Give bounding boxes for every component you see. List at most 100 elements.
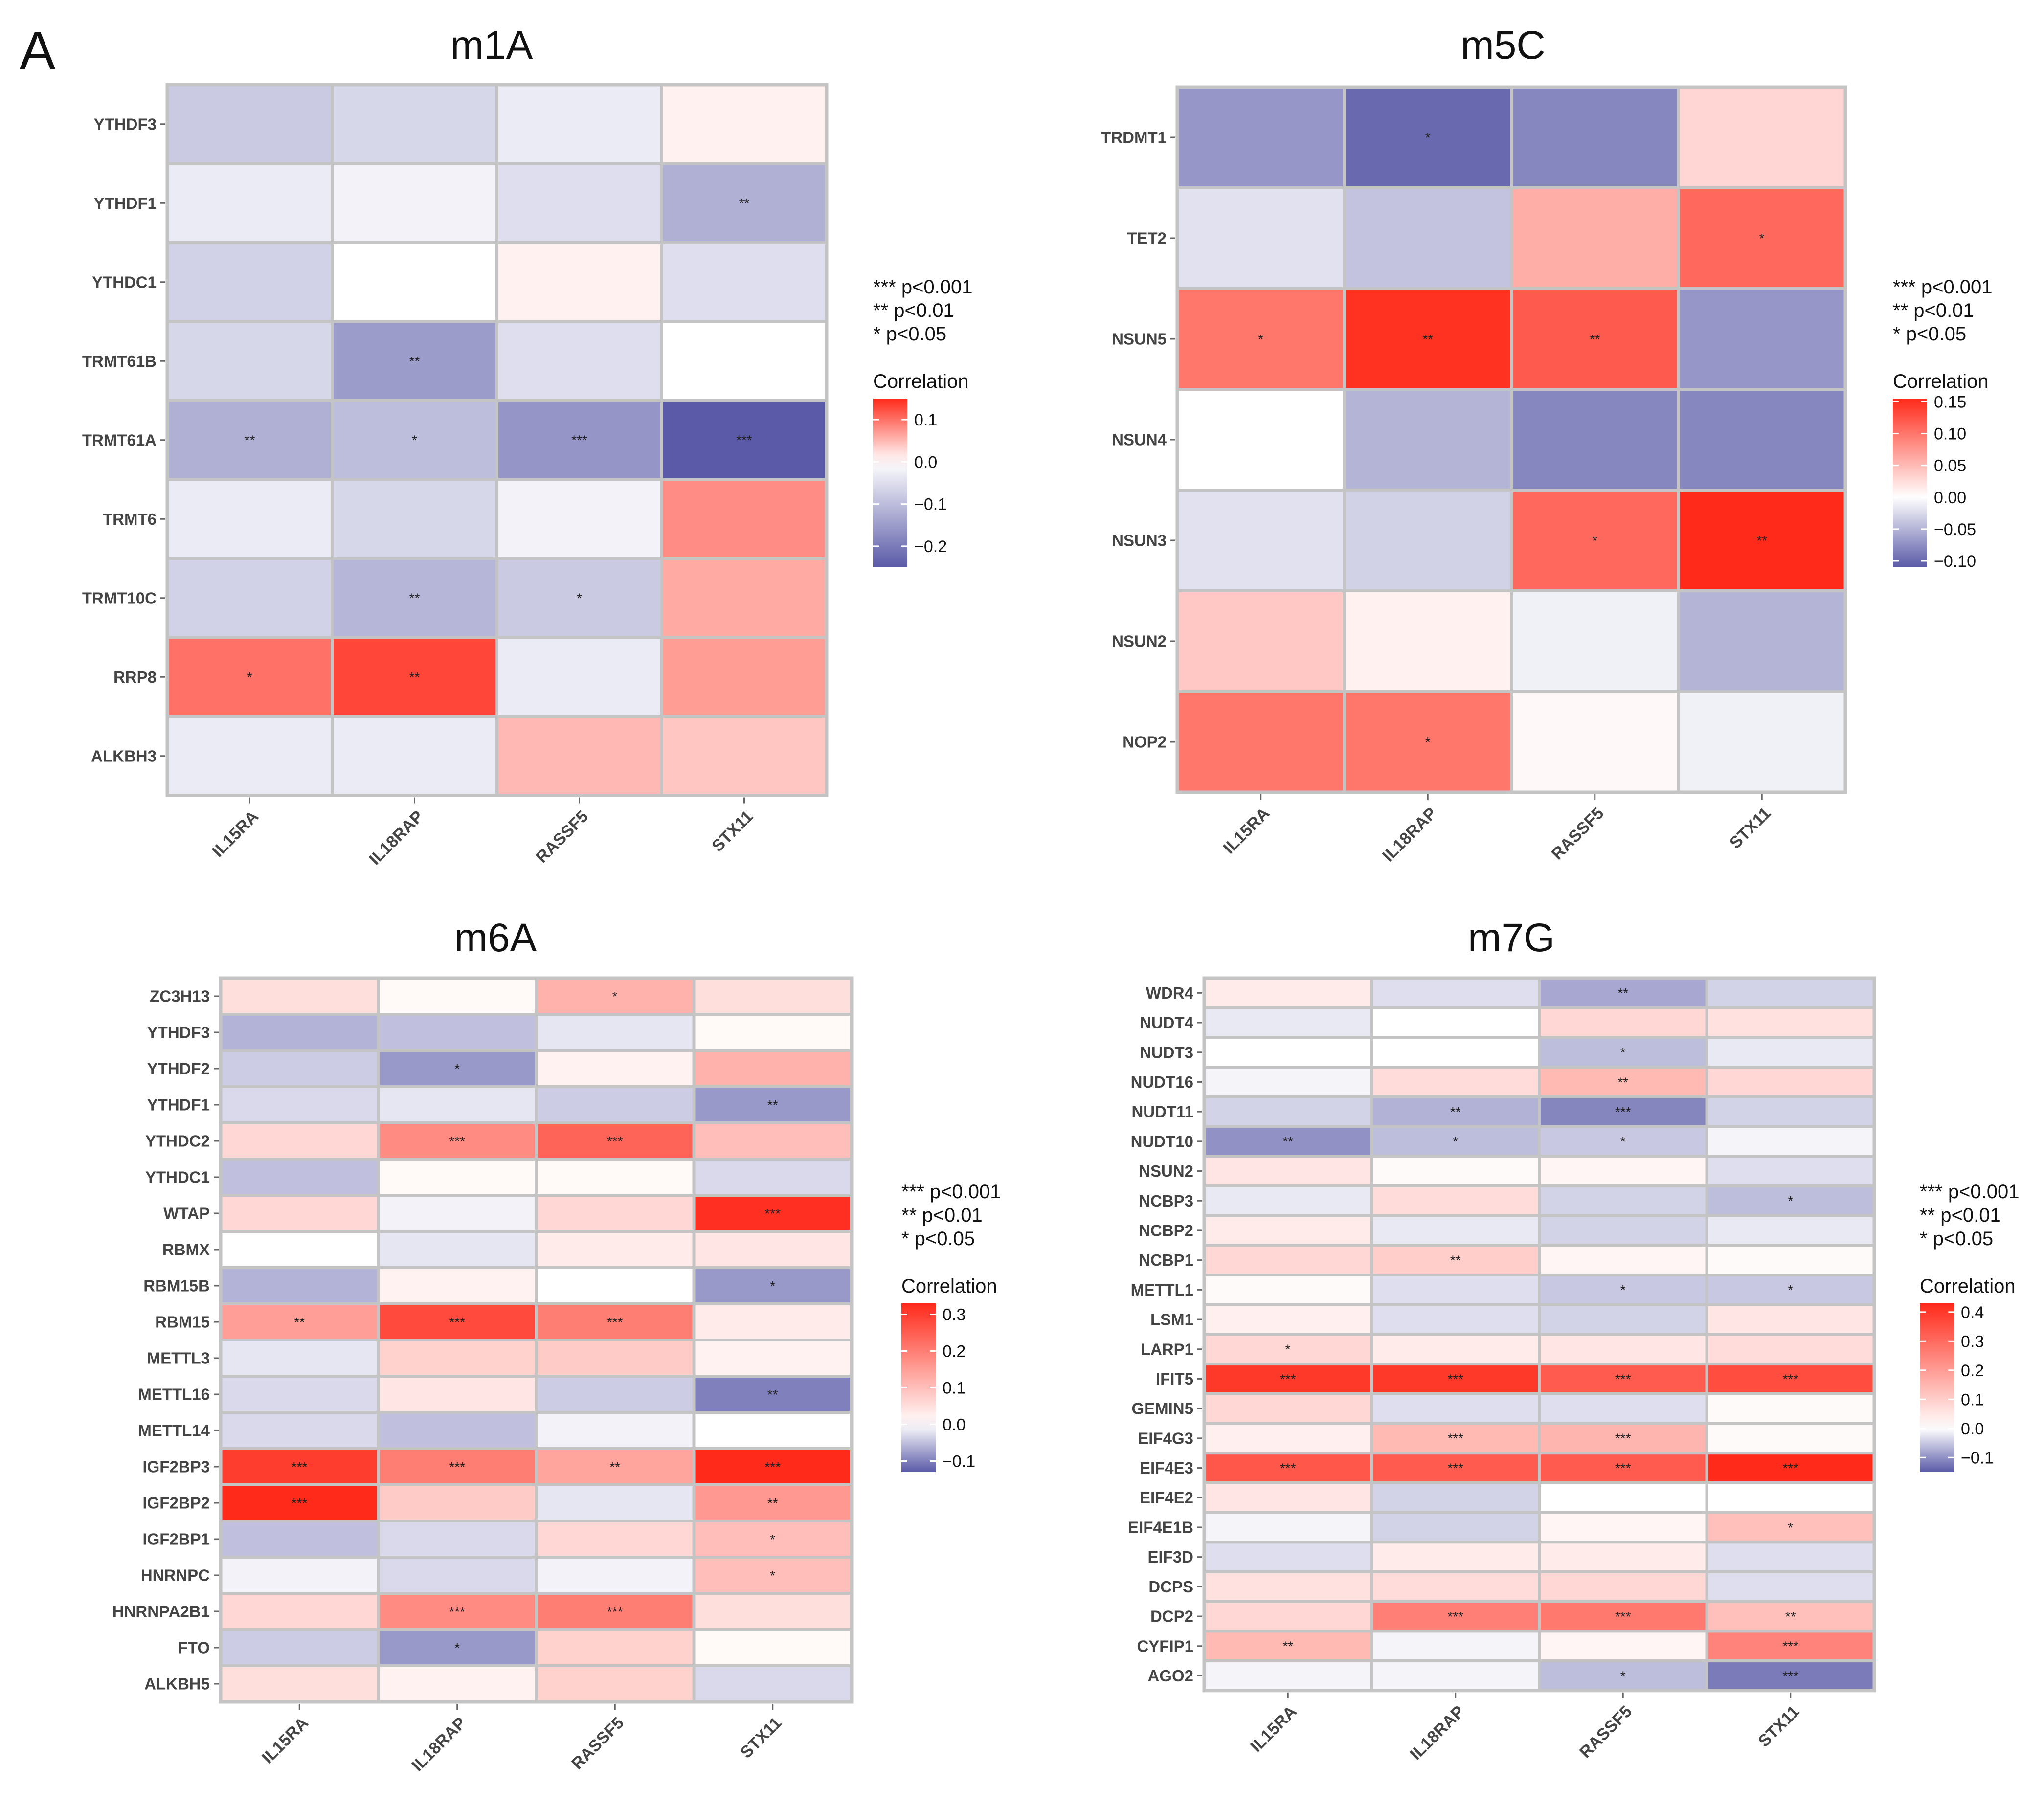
significance-star: * <box>412 433 417 448</box>
colorbar-tick-label: 0.1 <box>914 411 937 429</box>
significance-star: ** <box>1617 1074 1628 1090</box>
column-label: IL18RAP <box>1407 1702 1468 1764</box>
significance-star: * <box>1425 735 1431 750</box>
heatmap-cell <box>331 715 498 797</box>
significance-star: *** <box>764 1206 781 1221</box>
heatmap-cell <box>1538 1392 1708 1425</box>
column-label: STX11 <box>1754 1702 1803 1751</box>
heatmap-cell <box>1677 388 1847 492</box>
heatmap-border <box>165 83 829 797</box>
heatmap-cell <box>377 1085 538 1124</box>
row-label: METTL1 <box>1131 1281 1193 1299</box>
heatmap-cell <box>219 1339 380 1378</box>
significance-star: * <box>770 1568 775 1583</box>
heatmap-cell <box>535 1556 696 1595</box>
heatmap-cell <box>377 1302 538 1341</box>
significance-legend-entry: *** p<0.001 <box>873 276 973 298</box>
colorbar-tick-label: 0.1 <box>943 1379 966 1398</box>
heatmap-cell <box>1705 1036 1876 1069</box>
row-label: ZC3H13 <box>150 987 210 1006</box>
row-label: NUDT4 <box>1140 1014 1194 1032</box>
significance-legend-entry: ** p<0.01 <box>1920 1205 2001 1226</box>
row-label: YTHDC2 <box>145 1132 210 1150</box>
colorbar-tick-label: 0.0 <box>1961 1420 1984 1438</box>
significance-star: * <box>770 1278 775 1294</box>
heatmap-cell <box>166 557 334 639</box>
heatmap-cell <box>1203 1600 1373 1633</box>
heatmap-cell <box>219 1121 380 1161</box>
heatmap-cell <box>166 715 334 797</box>
heatmap-border <box>1202 976 1876 1693</box>
colorbar-tick-label: 0.1 <box>1961 1390 1984 1409</box>
heatmap-cell <box>1705 1392 1876 1425</box>
row-label: IGF2BP1 <box>142 1530 210 1548</box>
heatmap-cell <box>1705 1422 1876 1455</box>
heatmap-cell <box>377 1230 538 1269</box>
row-label: ALKBH3 <box>91 747 157 765</box>
heatmap-cell <box>1343 489 1513 592</box>
heatmap-cell <box>1705 1155 1876 1187</box>
significance-star: *** <box>1447 1460 1463 1475</box>
significance-legend-entry: *** p<0.001 <box>901 1181 1001 1203</box>
heatmap-cell <box>1203 1392 1373 1425</box>
row-label: IGF2BP2 <box>142 1494 210 1512</box>
significance-star: *** <box>1447 1431 1463 1446</box>
heatmap-cell <box>377 1411 538 1450</box>
heatmap-cell <box>692 1664 853 1703</box>
significance-star: *** <box>1782 1639 1798 1654</box>
heatmap-cell <box>219 1049 380 1088</box>
significance-star: * <box>770 1532 775 1547</box>
heatmap-cell <box>1510 489 1680 592</box>
significance-star: * <box>1285 1342 1291 1357</box>
heatmap-cell <box>692 1592 853 1631</box>
panel-m5c: m5C*** ** *** ***TRDMT1TET2NSUN5NSUN4NSUN3N… <box>1101 23 1992 866</box>
heatmap-cell <box>660 83 828 165</box>
heatmap-cell <box>1370 1036 1541 1069</box>
heatmap-cell <box>1370 1422 1541 1455</box>
heatmap-cell <box>1203 1125 1373 1158</box>
heatmap-cell <box>1510 589 1680 693</box>
significance-legend-entry: *** p<0.001 <box>1893 276 1993 298</box>
colorbar-tick-label: −0.10 <box>1934 552 1976 571</box>
row-label: EIF4E1B <box>1128 1519 1193 1537</box>
heatmap-cell <box>495 636 663 718</box>
heatmap-cell <box>692 1049 853 1088</box>
heatmap-cell <box>495 241 663 323</box>
significance-star: *** <box>449 1134 465 1149</box>
significance-legend-entry: * p<0.05 <box>873 323 946 345</box>
row-label: YTHDF1 <box>147 1096 210 1114</box>
significance-star: ** <box>409 591 420 606</box>
heatmap-cell <box>1203 1036 1373 1069</box>
heatmap-cell <box>535 1520 696 1559</box>
significance-legend-entry: *** p<0.001 <box>1920 1181 2020 1203</box>
row-label: YTHDF3 <box>94 115 157 133</box>
column-label: IL15RA <box>1220 804 1274 858</box>
heatmap-cell <box>1370 1155 1541 1187</box>
heatmap-cell <box>1370 1659 1541 1692</box>
heatmap-cell <box>692 1194 853 1233</box>
column-label: RASSF5 <box>532 807 592 867</box>
significance-star: ** <box>245 433 255 448</box>
correlation-legend-title: Correlation <box>1920 1275 2016 1297</box>
correlation-legend-title: Correlation <box>901 1275 997 1297</box>
row-label: NCBP2 <box>1139 1222 1193 1240</box>
significance-star: * <box>454 1640 460 1655</box>
row-label: GEMIN5 <box>1131 1400 1193 1418</box>
significance-star: * <box>1759 231 1765 246</box>
heatmap-cell <box>660 715 828 797</box>
row-label: YTHDC1 <box>145 1168 210 1186</box>
colorbar-tick-label: −0.1 <box>1961 1449 1994 1467</box>
colorbar <box>1920 1303 1954 1472</box>
row-label: NSUN5 <box>1112 330 1167 348</box>
heatmap-cell <box>377 1339 538 1378</box>
row-label: CYFIP1 <box>1137 1637 1193 1655</box>
heatmap-cell <box>1510 86 1680 189</box>
row-label: NSUN3 <box>1112 532 1167 550</box>
significance-star: *** <box>1615 1371 1631 1386</box>
significance-star: * <box>247 670 252 685</box>
row-label: NSUN4 <box>1112 431 1167 449</box>
row-label: NUDT10 <box>1131 1132 1193 1150</box>
heatmap-cell <box>1538 1541 1708 1574</box>
colorbar <box>1893 399 1927 567</box>
